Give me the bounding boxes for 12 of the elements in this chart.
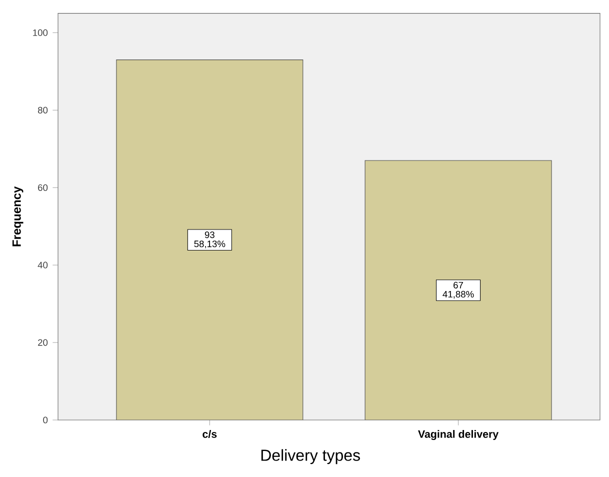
y-axis-title: Frequency (12, 186, 24, 246)
y-tick-label: 40 (38, 262, 48, 268)
x-tick-label: Vaginal delivery (418, 430, 499, 440)
x-axis-title: Delivery types (261, 449, 360, 464)
data-label: 93 58,13% (194, 232, 226, 248)
y-tick-label: 0 (43, 416, 48, 424)
y-tick-label: 100 (33, 29, 48, 36)
data-label: 67 41,88% (442, 282, 474, 299)
y-tick-label: 20 (38, 339, 48, 346)
y-tick-label: 60 (38, 184, 48, 191)
x-tick-label: c/s (202, 430, 217, 438)
y-tick-label: 80 (38, 106, 48, 114)
